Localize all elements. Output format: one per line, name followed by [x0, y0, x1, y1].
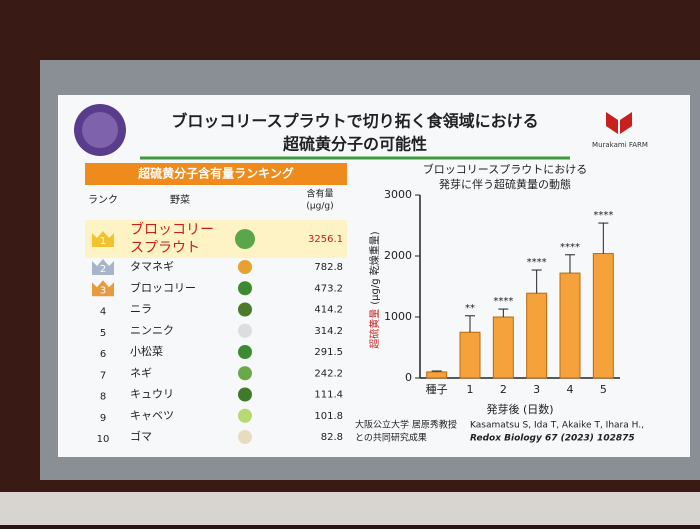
content-value: 101.8 — [314, 411, 343, 422]
rank: 4 — [100, 307, 106, 318]
credit: 大阪公立大学 居原秀教授 — [355, 419, 457, 431]
vegetable-icon — [238, 281, 252, 296]
vegetable-name: キャベツ — [130, 409, 174, 422]
slide-title: ブロッコリースプラウトで切り拓く食領域における — [171, 112, 538, 131]
rank: 9 — [100, 413, 106, 424]
slide — [58, 95, 690, 457]
vegetable-name: ブロッコリー — [130, 221, 214, 238]
vegetable-icon — [238, 387, 252, 402]
significance: **** — [527, 257, 547, 268]
chart-title: ブロッコリースプラウトにおける — [423, 162, 587, 176]
significance: **** — [593, 210, 613, 221]
logo-text: Murakami FARM — [592, 141, 648, 149]
rank: 7 — [100, 370, 106, 381]
crown — [92, 259, 114, 275]
vegetable-name: ブロッコリー — [130, 280, 196, 294]
crown — [92, 280, 114, 297]
bar — [526, 292, 548, 379]
content-value: 314.2 — [314, 326, 343, 337]
table-header: ランク — [88, 194, 118, 206]
table-title: 超硫黄分子含有量ランキング — [137, 166, 294, 181]
rank: 2 — [100, 264, 106, 275]
significance: **** — [560, 242, 580, 253]
content-value: 242.2 — [314, 368, 343, 379]
rank: 1 — [100, 236, 106, 247]
content-value: 82.8 — [321, 432, 343, 443]
bar — [459, 331, 481, 379]
farm-logo — [620, 112, 632, 134]
y-label-main: 超硫黄量 — [368, 309, 381, 349]
rank: 6 — [100, 349, 106, 360]
rank: 10 — [97, 434, 110, 445]
table-title-bar — [85, 163, 347, 185]
rank: 3 — [100, 285, 106, 296]
table-header: 野菜 — [170, 194, 190, 206]
crown — [92, 231, 114, 247]
significance: **** — [493, 296, 513, 307]
credit: との共同研究成果 — [355, 432, 427, 444]
vegetable-icon — [238, 302, 252, 317]
citation: Redox Biology 67 (2023) 102875 — [470, 434, 635, 444]
x-tick-label: 5 — [600, 383, 607, 396]
content-value: 111.4 — [314, 390, 343, 401]
x-tick-label: 種子 — [426, 382, 448, 396]
bar — [426, 371, 448, 379]
x-tick-label: 1 — [467, 383, 474, 396]
vegetable-icon — [238, 345, 252, 359]
vegetable-icon — [238, 323, 252, 338]
table-header: (μg/g) — [306, 202, 333, 212]
significance: ** — [465, 303, 475, 314]
vegetable-name: ニラ — [130, 303, 152, 316]
bar — [559, 272, 581, 379]
vegetable-icon — [238, 430, 252, 444]
bar — [492, 316, 514, 379]
farm-logo — [606, 112, 618, 134]
content-value: 3256.1 — [308, 234, 343, 245]
top-row-bg — [85, 220, 347, 258]
vegetable-name: キュウリ — [130, 388, 174, 401]
rank: 5 — [100, 328, 106, 339]
x-tick-label: 2 — [500, 383, 507, 396]
y-axis-label: 超硫黄量 (μg/g 乾燥重量) — [368, 231, 381, 349]
vegetable-name: 小松菜 — [130, 344, 163, 358]
y-tick-label: 2000 — [384, 249, 412, 262]
x-axis-label: 発芽後 (日数) — [486, 402, 553, 416]
vegetable-name: ニンニク — [130, 324, 174, 337]
x-tick-label: 4 — [567, 383, 574, 396]
y-tick-label: 3000 — [384, 188, 412, 201]
y-tick-label: 0 — [405, 371, 412, 384]
slide-title: 超硫黄分子の可能性 — [282, 135, 427, 154]
vegetable-name: ゴマ — [130, 429, 152, 443]
citation: Kasamatsu S, Ida T, Akaike T, Ihara H., — [470, 421, 644, 431]
vegetable-name: タマネギ — [130, 260, 174, 273]
y-label-unit: (μg/g 乾燥重量) — [368, 231, 381, 305]
vegetable-icon — [238, 260, 252, 274]
vegetable-name: ネギ — [130, 366, 152, 379]
content-value: 473.2 — [314, 283, 343, 294]
bar — [592, 253, 614, 379]
content-value: 782.8 — [314, 262, 343, 273]
content-value: 414.2 — [314, 305, 343, 316]
x-tick-label: 3 — [533, 383, 540, 396]
table-header: 含有量 — [306, 188, 333, 200]
chart-title: 発芽に伴う超硫黄量の動態 — [439, 177, 571, 191]
vegetable-icon — [238, 408, 252, 423]
content-value: 291.5 — [314, 347, 343, 358]
vegetable-name: スプラウト — [130, 240, 200, 256]
rank: 8 — [100, 392, 106, 403]
y-tick-label: 1000 — [384, 310, 412, 323]
table-edge — [0, 492, 700, 525]
vegetable-icon — [238, 366, 252, 381]
university-logo-inner — [82, 112, 118, 148]
vegetable-icon — [235, 229, 255, 249]
